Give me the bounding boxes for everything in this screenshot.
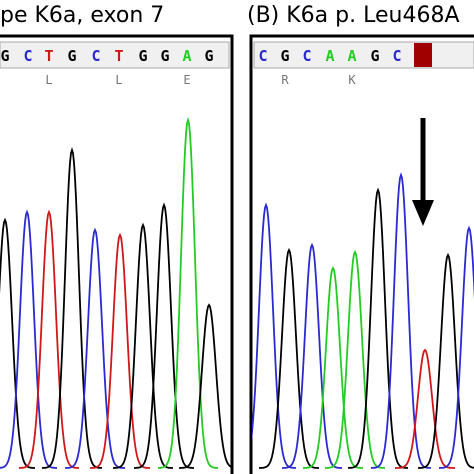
base-call: A	[325, 47, 334, 65]
trace-peak	[134, 202, 194, 469]
trace-peak	[259, 247, 319, 469]
trace-peak	[370, 172, 432, 469]
panel-frame	[249, 34, 474, 474]
trace-peak	[303, 265, 363, 469]
trace-peak	[347, 187, 409, 469]
base-call: C	[392, 47, 401, 65]
base-call: C	[302, 47, 311, 65]
trace-peak	[65, 227, 125, 469]
mutation-box	[414, 43, 432, 67]
sequence-strip	[253, 41, 474, 69]
trace-peak	[282, 242, 342, 469]
arrow-head	[412, 200, 434, 226]
trace-peak	[0, 217, 35, 469]
sequence-labels: G C T G C T G G A GL L EC G C A A G CR K	[0, 47, 401, 87]
base-call: C	[91, 47, 100, 65]
chromatogram	[252, 172, 474, 469]
trace-peak	[19, 209, 79, 469]
base-call: T	[44, 47, 53, 65]
base-call: G	[0, 47, 9, 65]
base-call: G	[138, 47, 147, 65]
trace-peak	[325, 249, 385, 469]
base-call: A	[347, 47, 356, 65]
base-call: G	[370, 47, 379, 65]
trace-peak	[157, 116, 219, 469]
base-call: C	[23, 47, 32, 65]
base-call: G	[160, 47, 169, 65]
trace-peak	[395, 348, 455, 469]
amino-acid: L	[45, 73, 52, 87]
trace-peak	[179, 303, 231, 469]
trace-peak	[41, 146, 103, 469]
base-call: G	[67, 47, 76, 65]
base-call: A	[182, 47, 191, 65]
trace-peak	[0, 209, 57, 469]
base-call: G	[204, 47, 213, 65]
amino-acid: K	[348, 73, 356, 87]
amino-acid: R	[281, 73, 289, 87]
chromatogram	[0, 116, 231, 469]
trace-peak	[90, 232, 150, 469]
base-call: T	[114, 47, 123, 65]
panel-frame	[0, 34, 234, 474]
trace-peak	[113, 222, 173, 469]
base-call: G	[280, 47, 289, 65]
trace-peak	[418, 252, 474, 469]
panel-title: (B) K6a p. Leu468A	[247, 3, 460, 28]
trace-peak	[439, 225, 474, 469]
base-call: C	[258, 47, 267, 65]
panel-title: pe K6a, exon 7	[0, 3, 164, 28]
amino-acid: L	[115, 73, 122, 87]
sequence-strip	[0, 41, 230, 69]
trace-peak	[252, 202, 296, 469]
amino-acid: E	[183, 73, 190, 87]
